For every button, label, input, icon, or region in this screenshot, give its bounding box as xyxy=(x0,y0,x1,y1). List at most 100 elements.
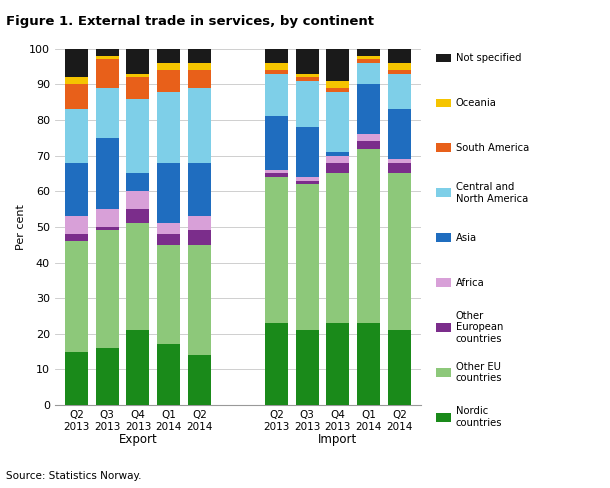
Bar xyxy=(265,323,288,405)
Bar xyxy=(357,63,380,84)
Bar xyxy=(96,230,119,348)
Bar xyxy=(188,244,211,355)
Text: Other EU
countries: Other EU countries xyxy=(456,362,502,383)
Bar xyxy=(65,163,88,216)
Bar xyxy=(265,74,288,117)
Bar xyxy=(126,330,149,405)
Bar xyxy=(65,241,88,351)
Bar xyxy=(388,49,411,63)
Bar xyxy=(126,209,149,224)
Bar xyxy=(265,63,288,70)
Bar xyxy=(388,159,411,163)
Bar xyxy=(357,60,380,63)
Bar xyxy=(65,109,88,163)
Bar xyxy=(326,81,350,88)
Bar xyxy=(326,92,350,152)
Text: Source: Statistics Norway.: Source: Statistics Norway. xyxy=(6,471,142,481)
Bar xyxy=(157,163,180,224)
Bar xyxy=(326,173,350,323)
Text: Figure 1. External trade in services, by continent: Figure 1. External trade in services, by… xyxy=(6,15,374,28)
Bar xyxy=(157,345,180,405)
Bar xyxy=(96,348,119,405)
Text: Asia: Asia xyxy=(456,233,477,243)
Bar xyxy=(326,152,350,156)
Text: Central and
North America: Central and North America xyxy=(456,182,528,203)
Text: South America: South America xyxy=(456,143,529,153)
Bar xyxy=(357,49,380,56)
Bar xyxy=(326,163,350,173)
Bar xyxy=(188,88,211,163)
Bar xyxy=(188,49,211,63)
Text: Other
European
countries: Other European countries xyxy=(456,311,503,344)
Bar xyxy=(357,56,380,60)
Bar xyxy=(157,63,180,70)
Bar xyxy=(126,191,149,209)
Bar xyxy=(296,74,318,77)
Bar xyxy=(188,216,211,230)
Bar xyxy=(157,224,180,234)
Text: Import: Import xyxy=(318,433,357,446)
Bar xyxy=(188,230,211,244)
Bar xyxy=(357,148,380,323)
Bar xyxy=(157,49,180,63)
Text: Nordic
countries: Nordic countries xyxy=(456,407,502,428)
Bar xyxy=(326,323,350,405)
Bar xyxy=(296,49,318,74)
Bar xyxy=(296,77,318,81)
Bar xyxy=(296,127,318,177)
Bar xyxy=(157,92,180,163)
Bar xyxy=(357,323,380,405)
Bar xyxy=(388,173,411,330)
Bar xyxy=(388,70,411,74)
Bar xyxy=(326,156,350,163)
Bar xyxy=(296,177,318,181)
Bar xyxy=(126,49,149,74)
Bar xyxy=(96,227,119,230)
Bar xyxy=(157,234,180,244)
Bar xyxy=(157,70,180,92)
Bar xyxy=(265,70,288,74)
Bar xyxy=(96,56,119,60)
Bar xyxy=(388,330,411,405)
Text: Oceania: Oceania xyxy=(456,98,497,108)
Bar xyxy=(296,181,318,184)
Bar xyxy=(65,84,88,109)
Bar xyxy=(65,49,88,77)
Bar xyxy=(96,138,119,209)
Bar xyxy=(265,173,288,177)
Bar xyxy=(265,170,288,173)
Bar xyxy=(388,63,411,70)
Bar xyxy=(388,163,411,173)
Bar xyxy=(265,49,288,63)
Bar xyxy=(388,74,411,109)
Bar xyxy=(65,234,88,241)
Bar xyxy=(357,84,380,134)
Bar xyxy=(188,163,211,216)
Bar xyxy=(357,142,380,148)
Bar xyxy=(326,49,350,81)
Bar xyxy=(157,244,180,345)
Bar xyxy=(126,99,149,173)
Bar xyxy=(96,60,119,88)
Text: Africa: Africa xyxy=(456,278,484,287)
Bar xyxy=(326,88,350,92)
Bar xyxy=(96,209,119,227)
Bar xyxy=(126,173,149,191)
Text: Not specified: Not specified xyxy=(456,53,521,63)
Bar xyxy=(388,109,411,159)
Bar xyxy=(96,49,119,56)
Text: Export: Export xyxy=(118,433,157,446)
Bar xyxy=(296,330,318,405)
Bar xyxy=(126,77,149,99)
Bar xyxy=(188,63,211,70)
Bar xyxy=(65,351,88,405)
Bar xyxy=(65,77,88,84)
Bar xyxy=(265,117,288,170)
Bar xyxy=(265,177,288,323)
Bar xyxy=(126,224,149,330)
Bar xyxy=(126,74,149,77)
Bar xyxy=(65,216,88,234)
Bar xyxy=(296,81,318,127)
Bar xyxy=(96,88,119,138)
Bar xyxy=(188,70,211,88)
